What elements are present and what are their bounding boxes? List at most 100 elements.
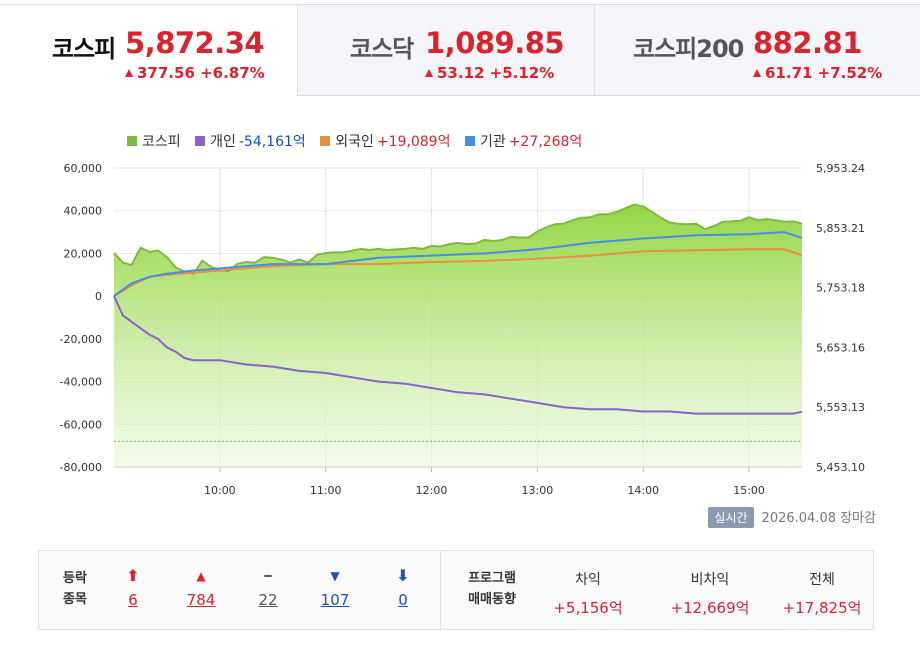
legend-swatch <box>127 136 137 146</box>
legend-swatch <box>464 136 475 146</box>
upper-limit-icon: ⬆ <box>126 566 140 585</box>
y-right-tick-label: 5,953.24 <box>816 162 865 175</box>
breadth-label-line: 종목 <box>63 592 87 607</box>
x-tick-label: 12:00 <box>416 484 448 497</box>
y-right-tick-label: 5,653.16 <box>816 341 865 354</box>
legend-value: -54,161억 <box>238 134 306 150</box>
breadth-unchanged: ━ 22 <box>238 565 298 609</box>
legend-value: +27,268억 <box>508 134 583 150</box>
breadth-upper-limit: ⬆ 6 <box>103 565 163 609</box>
tab-name: 코스피 <box>52 35 116 63</box>
up-triangle-icon <box>425 69 433 77</box>
breadth-count[interactable]: 784 <box>186 591 216 609</box>
index-value: 1,089.85 <box>425 26 565 60</box>
lower-limit-icon: ⬇ <box>396 566 410 585</box>
breadth-decline: ▼ 107 <box>305 565 365 609</box>
change-text: 377.56 +6.87% <box>137 64 265 82</box>
y-left-tick-label: 40,000 <box>64 205 103 218</box>
y-right-tick-label: 5,453.10 <box>816 461 865 474</box>
change-text: 61.71 +7.52% <box>765 64 883 82</box>
program-value: +17,825억 <box>782 599 862 617</box>
legend-value: +19,089억 <box>376 134 451 150</box>
breadth-count[interactable]: 22 <box>258 591 278 609</box>
y-left-tick-label: -80,000 <box>60 461 102 474</box>
kospi-area-fill <box>114 204 802 467</box>
program-value: +5,156억 <box>553 599 623 617</box>
market-stats-panel: 등락 종목 ⬆ 6 ▲ 784 ━ 22 ▼ 107 ⬇ 0 프로그램 매매동향… <box>38 550 877 631</box>
up-triangle-icon: ▲ <box>196 569 206 583</box>
program-total: 전체 +17,825억 <box>767 569 877 618</box>
institution-line <box>113 231 803 297</box>
legend-label: 기관 <box>479 134 506 150</box>
tab-kospi[interactable]: 코스피 5,872.34 377.56 +6.87% <box>0 4 298 96</box>
index-change: 61.71 +7.52% <box>753 64 882 82</box>
tab-kosdaq[interactable]: 코스닥 1,089.85 53.12 +5.12% <box>297 4 595 96</box>
program-label-line: 프로그램 <box>468 571 516 586</box>
index-change: 53.12 +5.12% <box>425 64 554 82</box>
index-value: 882.81 <box>753 26 862 60</box>
program-non-arbitrage: 비차익 +12,669억 <box>655 569 765 618</box>
legend-label: 코스피 <box>142 134 181 150</box>
breadth-label-line: 등락 <box>63 571 87 586</box>
y-right-tick-label: 5,553.13 <box>816 401 865 414</box>
legend-item-individual[interactable]: 개인 -54,161억 <box>195 131 306 151</box>
x-tick-label: 15:00 <box>733 484 765 497</box>
chart-legend: 코스피 개인 -54,161억 외국인 +19,089억 기관 +27,268억 <box>127 131 592 151</box>
index-tabs: 코스피 5,872.34 377.56 +6.87% 코스닥 1,089.85 … <box>0 0 920 96</box>
legend-item-kospi[interactable]: 코스피 <box>127 131 181 151</box>
breadth-advance: ▲ 784 <box>171 565 231 609</box>
legend-item-foreign[interactable]: 외국인 +19,089억 <box>320 131 450 151</box>
program-label: 프로그램 매매동향 <box>457 568 527 610</box>
x-tick-label: 10:00 <box>204 484 236 497</box>
program-head: 차익 <box>575 572 601 588</box>
y-right-tick-label: 5,753.18 <box>816 282 865 295</box>
y-left-tick-label: -20,000 <box>60 333 102 346</box>
index-change: 377.56 +6.87% <box>125 64 265 82</box>
chart-lines <box>113 203 803 442</box>
market-close-text: 2026.04.08 장마감 <box>761 511 876 526</box>
tab-name: 코스피200 <box>633 35 744 63</box>
change-text: 53.12 +5.12% <box>437 64 555 82</box>
program-head: 비차익 <box>690 572 730 588</box>
up-triangle-icon <box>753 69 761 77</box>
index-value: 5,872.34 <box>125 26 265 60</box>
y-left-tick-label: -60,000 <box>60 418 102 431</box>
tab-kospi200[interactable]: 코스피200 882.81 61.71 +7.52% <box>594 4 920 96</box>
legend-label: 개인 <box>210 134 236 150</box>
y-axis-left: 60,000 40,000 20,000 0 -20,000 -40,000 -60,000… <box>60 162 102 474</box>
breadth-count[interactable]: 6 <box>128 591 138 609</box>
legend-swatch <box>320 136 331 146</box>
y-left-tick-label: -40,000 <box>60 376 102 389</box>
program-head: 전체 <box>809 572 835 588</box>
program-value: +12,669억 <box>670 599 750 617</box>
x-tick-label: 13:00 <box>522 484 554 497</box>
program-label-line: 매매동향 <box>468 592 516 607</box>
y-axis-right: 5,953.24 5,853.21 5,753.18 5,653.16 5,553.13… <box>816 162 865 474</box>
realtime-status: 실시간 2026.04.08 장마감 <box>708 507 876 528</box>
y-left-tick-label: 0 <box>95 290 102 303</box>
up-triangle-icon <box>125 69 133 77</box>
legend-swatch <box>195 136 206 146</box>
intraday-chart[interactable]: 60,000 40,000 20,000 0 -20,000 -40,000 -60,000… <box>0 150 920 500</box>
breadth-label: 등락 종목 <box>55 568 95 610</box>
tab-name: 코스닥 <box>350 35 414 63</box>
breadth-count[interactable]: 0 <box>398 591 408 609</box>
legend-item-institution[interactable]: 기관 +27,268억 <box>464 131 583 151</box>
stats-divider <box>440 551 441 631</box>
individual-line <box>113 295 803 415</box>
realtime-badge[interactable]: 실시간 <box>708 507 754 528</box>
x-axis: 10:00 11:00 12:00 13:00 14:00 15:00 <box>114 466 802 497</box>
x-tick-label: 11:00 <box>310 484 342 497</box>
y-right-tick-label: 5,853.21 <box>816 222 865 235</box>
breadth-count[interactable]: 107 <box>320 591 350 609</box>
flat-dash-icon: ━ <box>264 569 272 583</box>
kospi-area <box>114 204 802 467</box>
x-tick-label: 14:00 <box>627 484 659 497</box>
kospi-line <box>113 203 803 276</box>
legend-label: 외국인 <box>335 134 374 150</box>
y-left-tick-label: 20,000 <box>64 247 103 260</box>
y-left-tick-label: 60,000 <box>64 162 103 175</box>
breadth-lower-limit: ⬇ 0 <box>373 565 433 609</box>
program-arbitrage: 차익 +5,156억 <box>533 569 643 618</box>
down-triangle-icon: ▼ <box>330 569 340 583</box>
